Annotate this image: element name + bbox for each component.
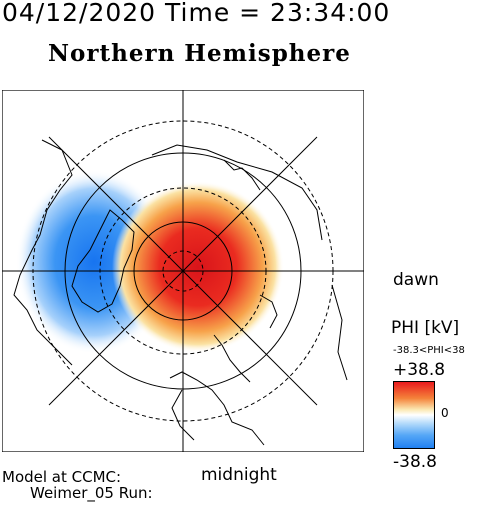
colorbar-range-text: -38.3<PHI<38 bbox=[393, 345, 465, 356]
colorbar-zero-label: 0 bbox=[441, 406, 449, 420]
dawn-label: dawn bbox=[393, 270, 439, 290]
model-label: Model at CCMC: bbox=[2, 468, 122, 486]
midnight-label: midnight bbox=[201, 465, 277, 485]
datetime-header: 04/12/2020 Time = 23:34:00 bbox=[2, 0, 391, 27]
coastlines bbox=[13, 139, 348, 446]
meridian-lines bbox=[2, 90, 364, 452]
colorbar bbox=[393, 381, 435, 449]
plot-title: Northern Hemisphere bbox=[48, 40, 351, 67]
run-label: Weimer_05 Run: bbox=[30, 484, 153, 502]
colorbar-min-label: -38.8 bbox=[393, 452, 437, 472]
positive-potential-cell bbox=[112, 181, 284, 353]
colorbar-title: PHI [kV] bbox=[391, 318, 460, 338]
colorbar-max-label: +38.8 bbox=[393, 360, 446, 380]
polar-map bbox=[2, 90, 364, 452]
